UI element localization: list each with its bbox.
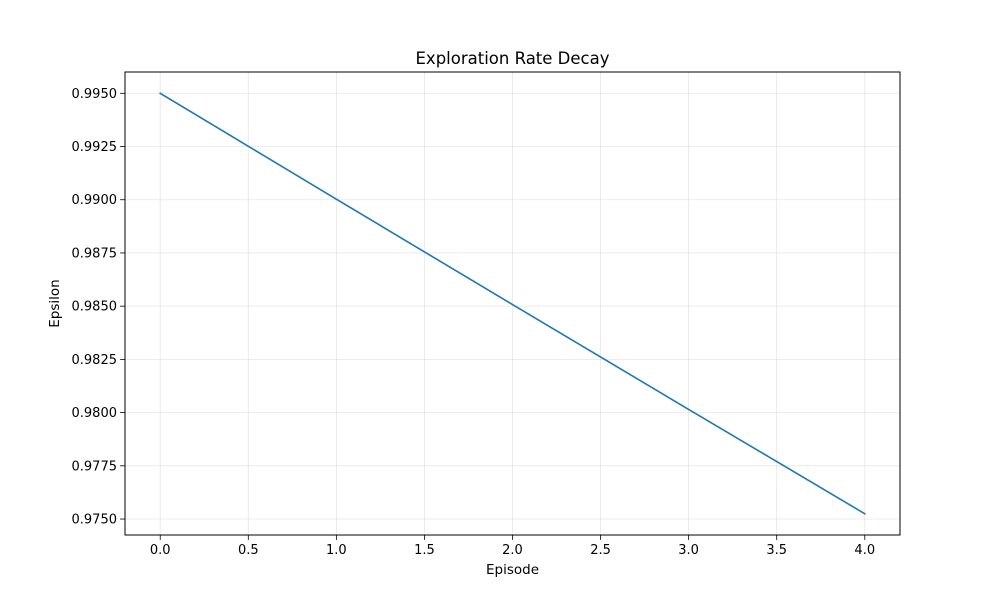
x-tick-label: 1.5 bbox=[414, 543, 435, 558]
x-tick-label: 3.5 bbox=[766, 543, 787, 558]
y-tick-label: 0.9950 bbox=[72, 87, 118, 102]
y-tick-label: 0.9825 bbox=[72, 353, 118, 368]
y-tick-label: 0.9875 bbox=[72, 246, 118, 261]
x-tick-label: 0.5 bbox=[238, 543, 259, 558]
y-axis-label: Epsilon bbox=[47, 279, 63, 327]
x-axis-label: Episode bbox=[486, 562, 539, 578]
x-tick-label: 1.0 bbox=[326, 543, 347, 558]
x-tick-label: 0.0 bbox=[150, 543, 171, 558]
series-line bbox=[159, 92, 866, 515]
y-tick-label: 0.9775 bbox=[72, 459, 118, 474]
y-axis-ticks: 0.9750 0.9775 0.9800 0.9825 0.9850 0.9875 0.99… bbox=[72, 87, 125, 528]
x-tick-label: 4.0 bbox=[854, 543, 875, 558]
y-tick-label: 0.9850 bbox=[72, 300, 118, 315]
chart-title: Exploration Rate Decay bbox=[416, 49, 610, 68]
y-tick-label: 0.9900 bbox=[72, 193, 118, 208]
x-tick-label: 3.0 bbox=[678, 543, 699, 558]
x-tick-label: 2.5 bbox=[590, 543, 611, 558]
series-layer bbox=[159, 92, 866, 515]
grid-lines bbox=[125, 72, 900, 535]
y-tick-label: 0.9750 bbox=[72, 513, 118, 528]
y-tick-label: 0.9925 bbox=[72, 140, 118, 155]
y-tick-label: 0.9800 bbox=[72, 406, 118, 421]
x-axis-ticks: 0.0 0.5 1.0 1.5 2.0 2.5 3.0 3.5 4.0 bbox=[150, 535, 875, 558]
x-tick-label: 2.0 bbox=[502, 543, 523, 558]
